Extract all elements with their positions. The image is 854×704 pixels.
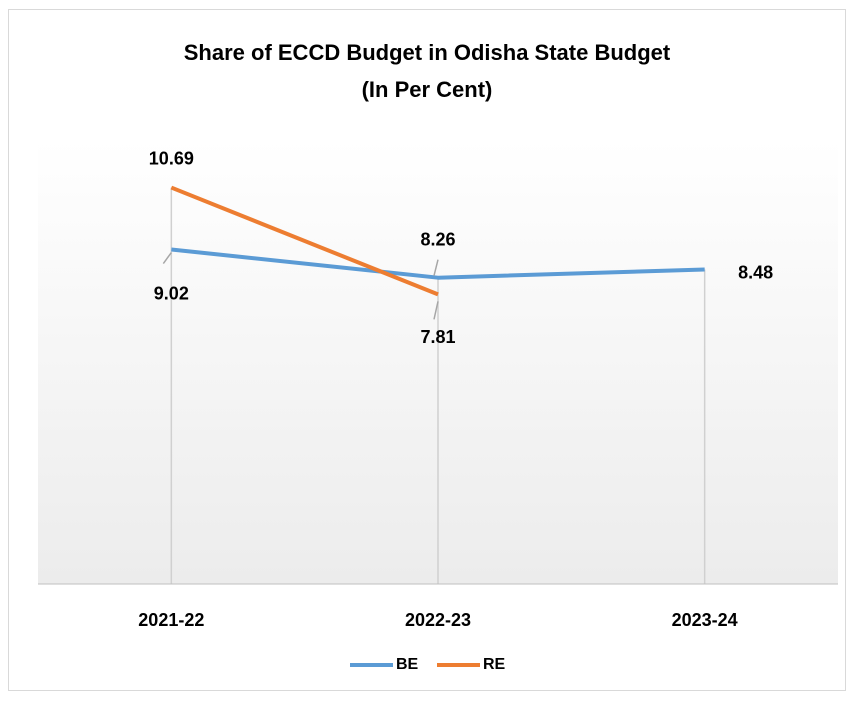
x-tick-label: 2023-24 — [672, 610, 738, 630]
leader-line — [433, 301, 439, 320]
data-label: 8.26 — [420, 229, 455, 249]
data-label: 10.69 — [149, 148, 194, 168]
data-label: 9.02 — [154, 283, 189, 303]
data-label: 8.48 — [738, 262, 773, 282]
series-line — [171, 247, 705, 280]
chart-title: Share of ECCD Budget in Odisha State Bud… — [184, 40, 671, 65]
x-tick-label: 2021-22 — [138, 610, 204, 630]
leader-line — [433, 259, 439, 276]
series-line — [170, 185, 439, 297]
leader-line — [162, 252, 172, 264]
data-label: 7.81 — [420, 327, 455, 347]
legend-label: BE — [396, 656, 419, 673]
x-tick-label: 2022-23 — [405, 610, 471, 630]
chart-title: (In Per Cent) — [362, 77, 493, 102]
layer: 2021-22 2022-23 2023-24 9.02 8.26 8.48 10.69 7.… — [38, 148, 838, 673]
legend-label: RE — [483, 656, 506, 673]
